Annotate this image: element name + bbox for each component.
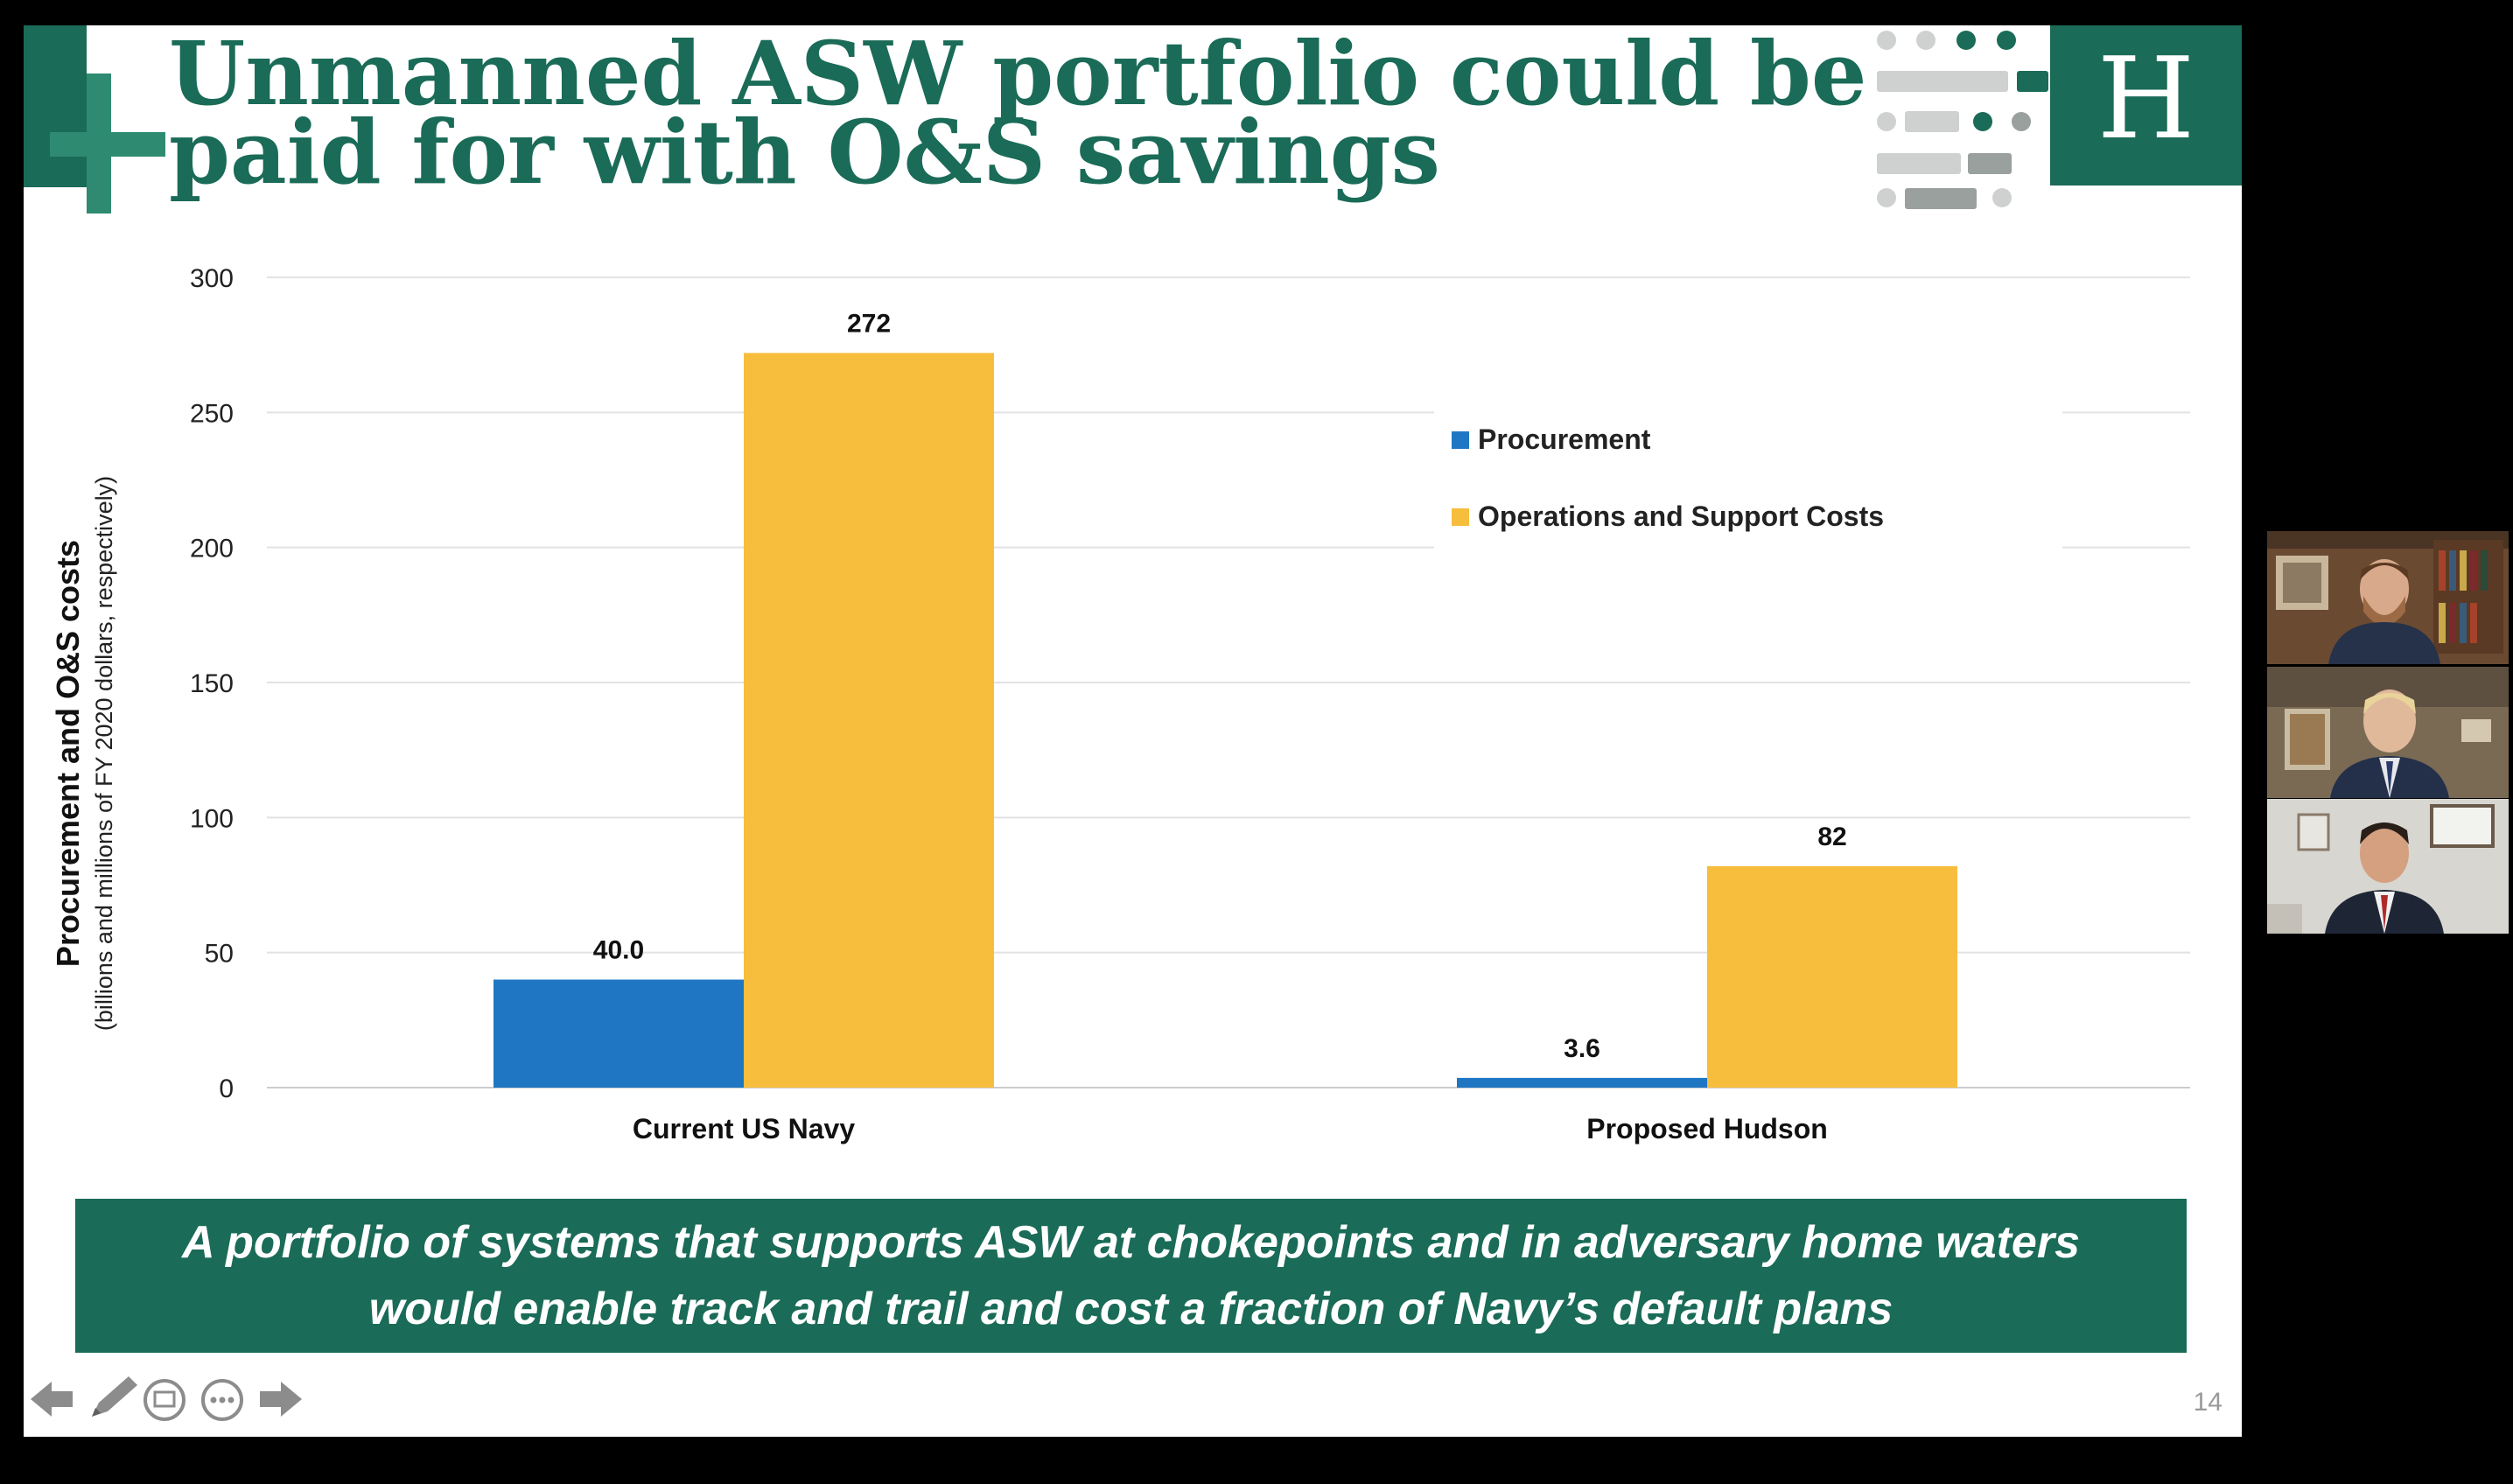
pattern-dot [1992,188,2012,207]
y-tick-label: 50 [205,940,234,969]
callout-line-2: would enable track and trail and cost a … [368,1284,1894,1334]
slide-title-line-2: paid for with O&S savings [169,101,1440,204]
pattern-dot [2012,112,2031,131]
y-tick-label: 250 [190,399,234,428]
data-label: 40.0 [593,936,644,965]
pattern-dash [1877,71,2008,92]
presentation-slide: Unmanned ASW portfolio could be paid for… [24,25,2242,1437]
bar [744,353,994,1088]
y-axis-title: Procurement and O&S costs [50,539,86,968]
page-number: 14 [2193,1388,2222,1417]
pattern-dash [1968,153,2012,174]
pattern-dot [1877,31,1896,50]
y-tick-label: 100 [190,804,234,833]
pattern-dash [1905,111,1959,132]
slides-icon[interactable] [144,1379,186,1421]
participant-videos [2267,531,2509,934]
bar [1457,1077,1707,1088]
callout-line-1: A portfolio of systems that supports ASW… [182,1217,2080,1268]
participant-video-2[interactable] [2267,667,2509,798]
hudson-logo: H [2050,25,2242,186]
pattern-dot [1877,188,1896,207]
pattern-dash [1905,188,1977,209]
more-icon[interactable] [201,1379,243,1421]
pattern-dot [1997,31,2016,50]
slideshow-controls [31,1376,302,1421]
participant-1-image [2267,531,2509,664]
legend-background [1434,379,2062,554]
legend-swatch [1452,431,1469,449]
y-tick-label: 150 [190,669,234,698]
data-label: 82 [1817,822,1846,851]
plus-accent-horizontal [50,132,165,157]
participant-3-image [2267,799,2509,934]
pattern-dash [1877,153,1961,174]
bar [1707,865,1957,1088]
forward-arrow-icon[interactable] [260,1382,302,1417]
pattern-dot [1916,31,1936,50]
participant-video-1[interactable] [2267,531,2509,664]
y-tick-label: 0 [219,1074,234,1103]
participant-video-3[interactable] [2267,799,2509,934]
slide-title-line-1: Unmanned ASW portfolio could be [169,25,1867,125]
pattern-dot [1956,31,1976,50]
legend-swatch [1452,508,1469,526]
pattern-dot [1973,112,1992,131]
pen-icon[interactable] [92,1376,137,1417]
back-arrow-icon[interactable] [31,1382,73,1417]
bar-chart: 0 50 100 150 200 250 300 40.0 272 Current US Navy… [190,264,2190,1144]
callout-banner: A portfolio of systems that supports ASW… [75,1199,2187,1353]
x-tick-label: Proposed Hudson [1586,1113,1828,1144]
slide-title: Unmanned ASW portfolio could be paid for… [169,25,1867,204]
y-axis-subtitle: (billions and millions of FY 2020 dollar… [91,475,117,1032]
legend-label: Operations and Support Costs [1478,500,1884,532]
logo-letter: H [2096,34,2195,164]
participant-2-image [2267,667,2509,798]
corner-accent-bar [24,25,87,187]
pattern-dot [1877,112,1896,131]
y-tick-label: 200 [190,535,234,564]
y-tick-label: 300 [190,264,234,293]
legend-label: Procurement [1478,424,1651,455]
bar [494,979,744,1088]
data-label: 272 [847,309,891,338]
x-tick-label: Current US Navy [633,1113,856,1144]
data-label: 3.6 [1564,1034,1600,1063]
pattern-dash [2017,71,2048,92]
